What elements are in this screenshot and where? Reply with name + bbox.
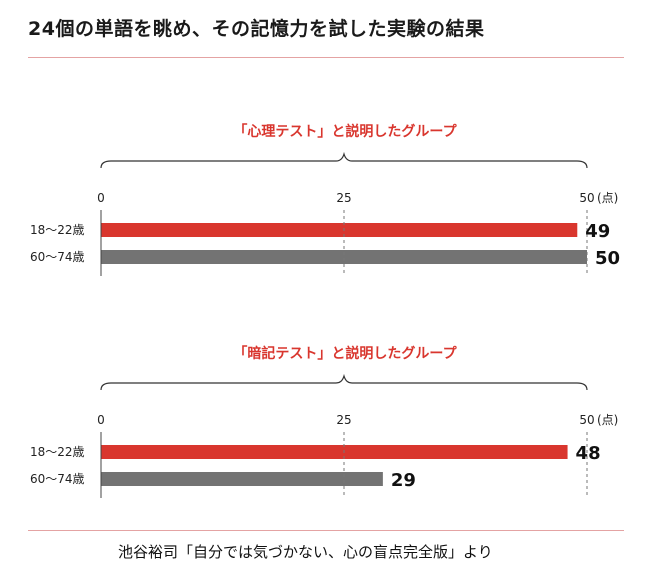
chart-psychology-test-group: 「心理テスト」と説明したグループ 0 25 50 (点) 18〜22歳 60〜7… <box>30 123 620 276</box>
value-label-old: 29 <box>391 470 416 491</box>
tick-label-50: 50 <box>579 191 594 205</box>
source-caption: 池谷裕司「自分では気づかない、心の盲点完全版」より <box>118 543 493 561</box>
category-label-old: 60〜74歳 <box>30 250 85 264</box>
chart-title: 「心理テスト」と説明したグループ <box>233 123 457 140</box>
category-label-young: 18〜22歳 <box>30 445 85 459</box>
tick-label-50: 50 <box>579 413 594 427</box>
group-brace <box>100 373 588 391</box>
bar-young <box>101 223 578 237</box>
chart-memorization-test-group: 「暗記テスト」と説明したグループ 0 25 50 (点) 18〜22歳 60〜7… <box>30 345 618 498</box>
tick-label-25: 25 <box>336 413 351 427</box>
tick-label-0: 0 <box>97 191 105 205</box>
bar-young <box>101 445 568 459</box>
title-underline <box>28 57 624 58</box>
category-label-young: 18〜22歳 <box>30 223 85 237</box>
page-title: 24個の単語を眺め、その記憶力を試した実験の結果 <box>28 18 485 40</box>
tick-label-0: 0 <box>97 413 105 427</box>
unit-label: (点) <box>597 191 618 205</box>
bar-old <box>101 250 587 264</box>
unit-label: (点) <box>597 413 618 427</box>
value-label-young: 49 <box>585 221 610 242</box>
group-brace <box>100 151 588 169</box>
category-label-old: 60〜74歳 <box>30 472 85 486</box>
value-label-old: 50 <box>595 248 620 269</box>
value-label-young: 48 <box>576 443 601 464</box>
footer-rule <box>28 530 624 531</box>
chart-title: 「暗記テスト」と説明したグループ <box>233 345 457 362</box>
bar-old <box>101 472 383 486</box>
tick-label-25: 25 <box>336 191 351 205</box>
